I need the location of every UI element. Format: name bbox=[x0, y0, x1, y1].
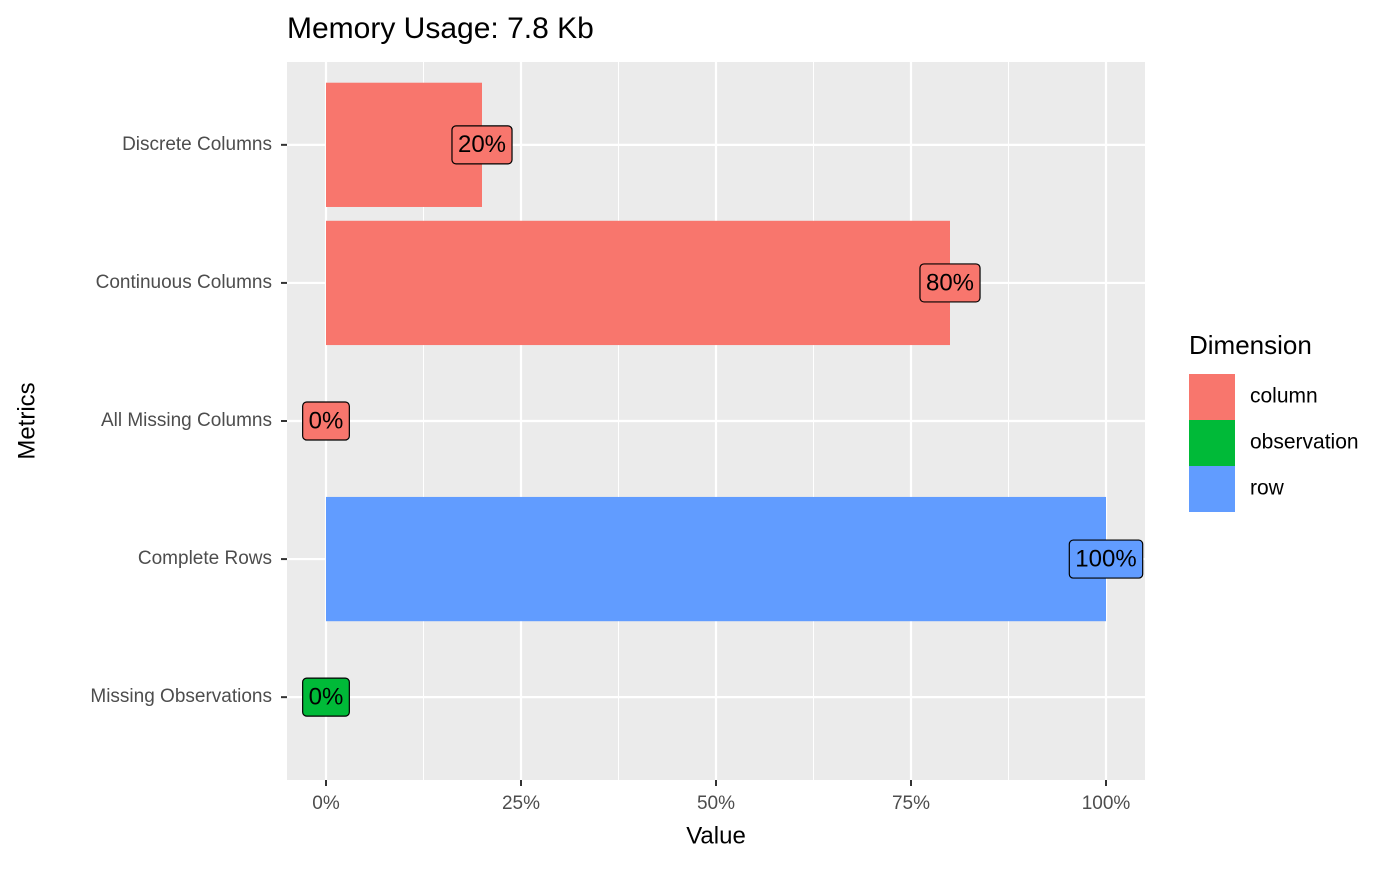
x-tick-label: 50% bbox=[697, 793, 735, 814]
value-label: 100% bbox=[1075, 545, 1136, 572]
value-label: 80% bbox=[926, 269, 974, 296]
y-tick-label: All Missing Columns bbox=[101, 410, 272, 431]
legend-title: Dimension bbox=[1189, 330, 1312, 360]
y-tick-label: Discrete Columns bbox=[122, 134, 272, 155]
value-label-box bbox=[1068, 539, 1144, 579]
y-tick-label: Missing Observations bbox=[90, 686, 272, 707]
value-label: 0% bbox=[309, 683, 344, 710]
legend-swatch bbox=[1189, 374, 1235, 420]
legend-label: observation bbox=[1250, 431, 1359, 454]
value-label-box bbox=[302, 677, 350, 717]
y-tick-label: Complete Rows bbox=[138, 548, 272, 569]
y-tick-label: Continuous Columns bbox=[96, 272, 272, 293]
legend-swatch bbox=[1189, 466, 1235, 512]
value-label-box bbox=[451, 125, 513, 165]
value-label-box bbox=[919, 263, 981, 303]
value-label-box bbox=[302, 401, 350, 441]
legend-label: row bbox=[1250, 477, 1285, 500]
bar bbox=[326, 496, 1106, 622]
legend-swatch bbox=[1189, 420, 1235, 466]
chart-title: Memory Usage: 7.8 Kb bbox=[287, 12, 594, 45]
x-tick-label: 25% bbox=[502, 793, 540, 814]
value-label: 20% bbox=[458, 131, 506, 158]
x-axis-title: Value bbox=[686, 822, 746, 849]
y-axis-title: Metrics bbox=[13, 382, 40, 459]
x-tick-label: 0% bbox=[312, 793, 340, 814]
legend-label: column bbox=[1250, 385, 1318, 408]
x-tick-label: 100% bbox=[1082, 793, 1131, 814]
value-label: 0% bbox=[309, 407, 344, 434]
bar bbox=[326, 220, 950, 346]
x-tick-label: 75% bbox=[892, 793, 930, 814]
